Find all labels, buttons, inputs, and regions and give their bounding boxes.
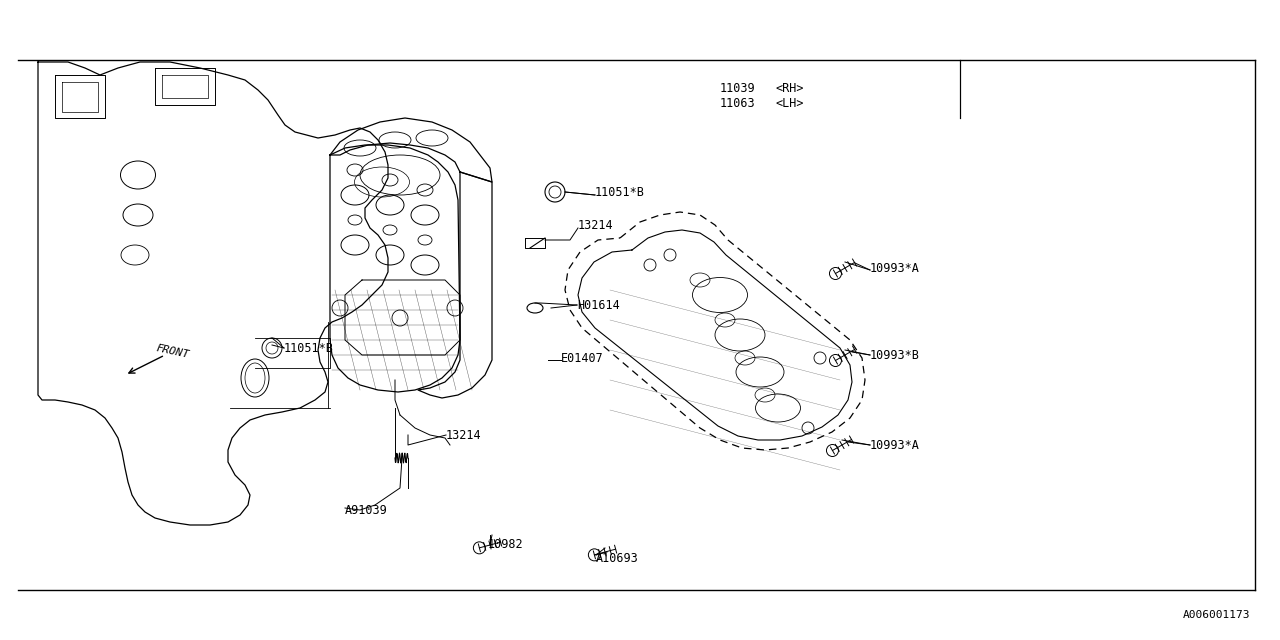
Text: 10982: 10982	[488, 538, 524, 552]
Text: 10993*A: 10993*A	[870, 262, 920, 275]
Text: 11051*B: 11051*B	[595, 186, 645, 198]
Text: 10993*A: 10993*A	[870, 438, 920, 451]
Text: 13214: 13214	[579, 218, 613, 232]
Text: <LH>: <LH>	[774, 97, 804, 109]
Text: FRONT: FRONT	[155, 343, 191, 360]
Text: 11063: 11063	[719, 97, 755, 109]
Text: H01614: H01614	[577, 298, 620, 312]
Text: E01407: E01407	[561, 351, 604, 365]
Text: A91039: A91039	[346, 504, 388, 516]
Text: <RH>: <RH>	[774, 81, 804, 95]
Text: 13214: 13214	[445, 429, 481, 442]
Text: 10993*B: 10993*B	[870, 349, 920, 362]
Text: A006001173: A006001173	[1183, 610, 1251, 620]
Text: A10693: A10693	[596, 552, 639, 564]
Text: 11039: 11039	[719, 81, 755, 95]
Text: 11051*B: 11051*B	[284, 342, 334, 355]
